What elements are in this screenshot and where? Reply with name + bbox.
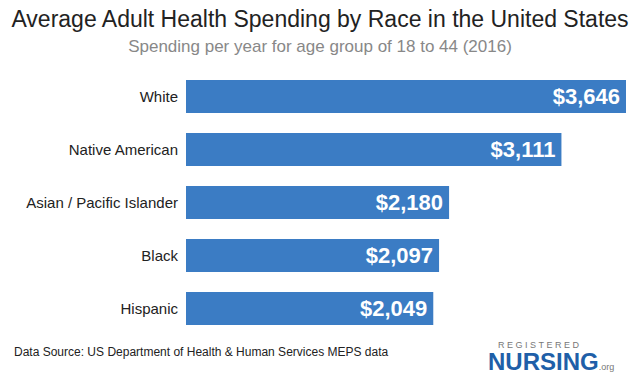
svg-text:$2,097: $2,097 bbox=[366, 243, 433, 268]
svg-text:Hispanic: Hispanic bbox=[120, 300, 178, 317]
svg-text:Black: Black bbox=[141, 247, 178, 264]
html-text:.org: .org bbox=[598, 362, 615, 372]
html-text:Spending per year for age grou: Spending per year for age group of 18 to… bbox=[128, 37, 512, 56]
html-text:NURSING: NURSING bbox=[488, 348, 599, 375]
svg-text:White: White bbox=[140, 88, 178, 105]
html-text:REGISTERED: REGISTERED bbox=[498, 340, 582, 350]
svg-text:Native American: Native American bbox=[69, 141, 178, 158]
svg-text:$3,111: $3,111 bbox=[491, 137, 556, 162]
svg-text:Asian / Pacific Islander: Asian / Pacific Islander bbox=[26, 194, 178, 211]
svg-text:$2,180: $2,180 bbox=[376, 190, 443, 215]
svg-text:$2,049: $2,049 bbox=[360, 296, 427, 321]
html-text:Data Source: US Department of: Data Source: US Department of Health & H… bbox=[14, 345, 389, 359]
html-text:Average Adult Health Spending: Average Adult Health Spending by Race in… bbox=[11, 6, 629, 32]
svg-text:$3,646: $3,646 bbox=[553, 84, 620, 109]
